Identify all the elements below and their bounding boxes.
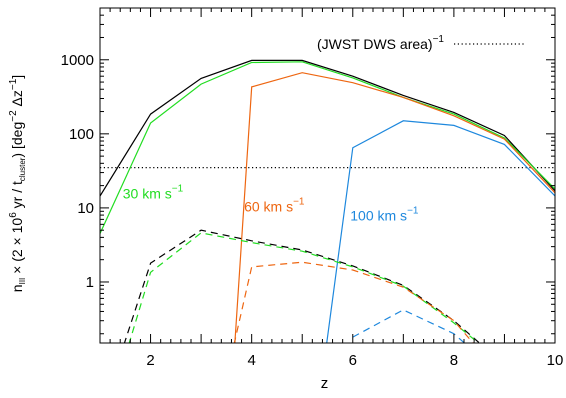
dashed-series-line-6 <box>233 261 474 343</box>
series-annotation-0: 30 km s−1 <box>123 183 184 201</box>
dashed-series-line-5 <box>128 232 480 343</box>
plot-frame <box>99 7 556 344</box>
dashed-series-line-4 <box>123 229 481 343</box>
y-tick-label: 1000 <box>61 52 94 69</box>
y-axis-label: nIII​ × (2 × 106​ yr / tcluster​) [deg−2… <box>8 75 27 292</box>
x-tick-label: 8 <box>450 352 458 369</box>
series-layer <box>100 59 555 343</box>
reference-layer <box>100 43 555 169</box>
y-tick-label: 10 <box>77 200 94 217</box>
ticks-layer <box>99 7 556 343</box>
x-tick-label: 2 <box>146 352 154 369</box>
y-tick-label: 1 <box>86 274 94 291</box>
dashed-series-line-7 <box>352 309 466 343</box>
y-tick-label: 100 <box>69 126 94 143</box>
series-line-2 <box>234 72 555 343</box>
x-tick-label: 4 <box>247 352 255 369</box>
x-tick-label: 6 <box>349 352 357 369</box>
series-line-3 <box>326 120 555 343</box>
series-line-1 <box>100 61 555 234</box>
x-axis-label: z <box>321 375 329 392</box>
series-annotation-1: 60 km s−1 <box>244 196 305 214</box>
labels-layer: 2 4 6 8 10 1 10 100 1000 z nIII​ × (2 × 106​ yr / … <box>8 34 563 392</box>
x-tick-label: 10 <box>547 352 564 369</box>
series-annotation-2: 100 km s−1 <box>350 205 419 223</box>
series-line-0 <box>100 59 555 197</box>
legend-label: (JWST DWS area)−1 <box>317 34 444 52</box>
